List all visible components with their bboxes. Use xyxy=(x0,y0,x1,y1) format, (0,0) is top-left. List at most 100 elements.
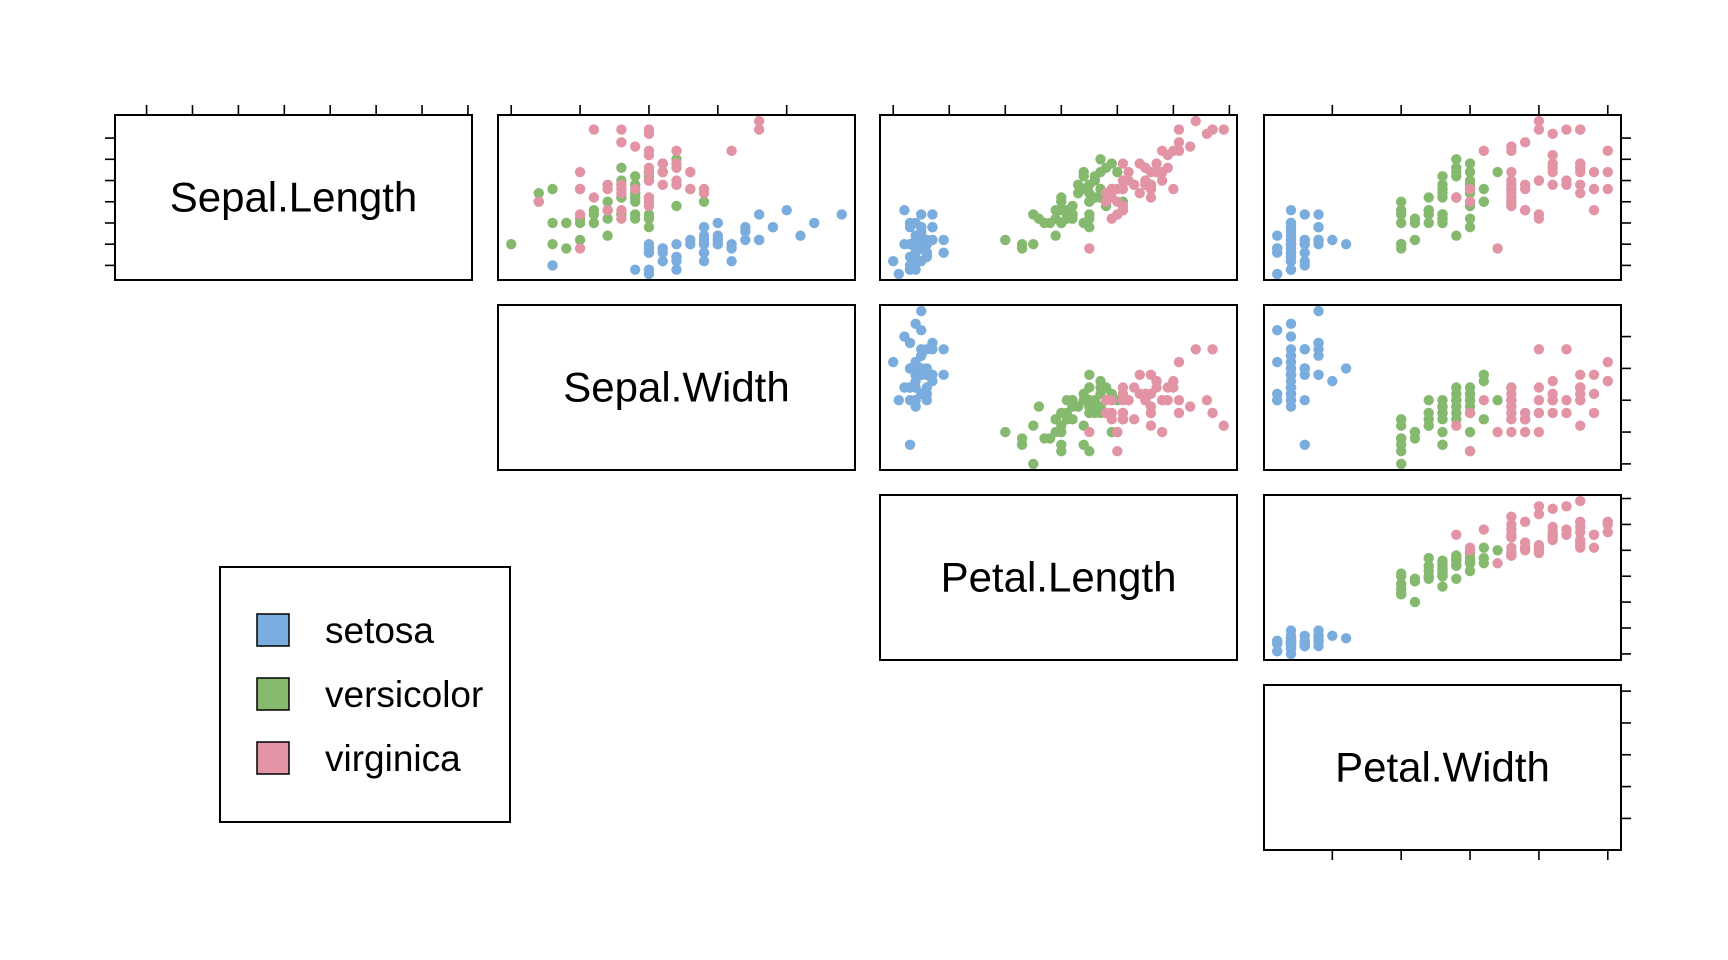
point-virginica xyxy=(1547,179,1558,190)
point-setosa xyxy=(712,230,724,241)
point-virginica xyxy=(1112,426,1123,438)
points-sepal-length-vs-sepal-width xyxy=(506,115,847,280)
point-virginica xyxy=(1184,401,1196,412)
point-setosa xyxy=(671,264,682,275)
point-versicolor xyxy=(602,213,613,224)
point-virginica xyxy=(616,124,627,135)
legend-label-virginica: virginica xyxy=(325,738,461,779)
point-virginica xyxy=(1547,375,1558,387)
point-versicolor xyxy=(1072,401,1084,412)
point-virginica xyxy=(657,158,668,169)
point-virginica xyxy=(1588,166,1600,178)
point-setosa xyxy=(726,255,737,267)
point-virginica xyxy=(629,183,641,195)
point-setosa xyxy=(904,363,916,374)
point-setosa xyxy=(904,337,916,349)
point-virginica xyxy=(1575,395,1586,406)
point-versicolor xyxy=(602,196,613,207)
point-setosa xyxy=(809,217,820,229)
point-setosa xyxy=(1313,234,1324,246)
legend-swatch-setosa xyxy=(256,613,290,647)
point-versicolor xyxy=(1409,234,1421,246)
point-versicolor xyxy=(1409,217,1421,229)
point-setosa xyxy=(836,209,847,220)
point-virginica xyxy=(1162,162,1173,173)
point-virginica xyxy=(1207,124,1218,135)
point-virginica xyxy=(1451,420,1462,431)
point-virginica xyxy=(1207,407,1218,419)
point-setosa xyxy=(888,255,899,267)
point-versicolor xyxy=(1395,568,1407,579)
diagonal-label-sepal-width: Sepal.Width xyxy=(563,364,789,411)
point-virginica xyxy=(1602,183,1613,195)
point-virginica xyxy=(1145,388,1157,400)
point-virginica xyxy=(1492,558,1503,569)
point-versicolor xyxy=(1464,175,1476,186)
point-versicolor xyxy=(643,222,655,233)
point-virginica xyxy=(1533,539,1545,551)
point-virginica xyxy=(1145,407,1157,419)
point-virginica xyxy=(574,209,586,220)
point-setosa xyxy=(1272,395,1283,406)
point-versicolor xyxy=(1492,395,1503,406)
point-versicolor xyxy=(643,209,655,220)
point-setosa xyxy=(910,238,921,250)
point-setosa xyxy=(1313,635,1324,647)
point-virginica xyxy=(1151,166,1162,178)
point-virginica xyxy=(1207,344,1218,355)
point-versicolor xyxy=(1409,426,1421,438)
point-versicolor xyxy=(1464,166,1476,178)
point-setosa xyxy=(1285,350,1297,361)
point-setosa xyxy=(753,234,765,246)
point-setosa xyxy=(893,395,905,406)
point-versicolor xyxy=(1478,369,1490,380)
point-virginica xyxy=(1173,137,1185,148)
point-virginica xyxy=(1561,407,1572,419)
point-virginica xyxy=(1218,124,1229,135)
point-versicolor xyxy=(1395,578,1407,590)
point-virginica xyxy=(1156,175,1168,186)
point-versicolor xyxy=(1016,439,1028,450)
point-setosa xyxy=(753,209,765,220)
point-virginica xyxy=(1478,145,1490,157)
point-virginica xyxy=(1156,395,1168,406)
point-virginica xyxy=(1588,529,1600,540)
point-virginica xyxy=(588,124,600,135)
point-virginica xyxy=(1506,179,1517,190)
point-versicolor xyxy=(1451,395,1462,406)
point-virginica xyxy=(602,205,613,216)
point-setosa xyxy=(1340,238,1352,250)
point-virginica xyxy=(1190,344,1201,355)
point-virginica xyxy=(1519,205,1531,216)
point-setosa xyxy=(904,264,916,275)
point-versicolor xyxy=(1084,369,1095,380)
point-virginica xyxy=(1464,196,1476,207)
point-setosa xyxy=(1299,638,1310,649)
point-setosa xyxy=(893,268,905,280)
point-setosa xyxy=(781,205,792,216)
point-virginica xyxy=(1201,395,1213,406)
point-versicolor xyxy=(1423,565,1434,577)
point-virginica xyxy=(1506,532,1517,543)
point-setosa xyxy=(795,230,806,241)
point-versicolor xyxy=(1423,395,1434,406)
point-virginica xyxy=(1519,137,1531,148)
point-setosa xyxy=(1313,369,1324,380)
point-virginica xyxy=(1533,344,1545,355)
point-virginica xyxy=(1100,407,1112,419)
point-virginica xyxy=(1117,158,1129,169)
point-virginica xyxy=(1451,529,1462,540)
point-versicolor xyxy=(1395,238,1407,250)
point-virginica xyxy=(1575,495,1586,507)
point-setosa xyxy=(1299,439,1310,450)
point-setosa xyxy=(921,234,933,246)
point-setosa xyxy=(1285,255,1297,267)
point-setosa xyxy=(671,255,682,267)
point-virginica xyxy=(1218,420,1229,431)
point-virginica xyxy=(657,179,668,190)
legend-swatch-virginica xyxy=(256,741,290,775)
point-virginica xyxy=(1602,526,1613,538)
point-setosa xyxy=(547,260,558,271)
point-versicolor xyxy=(1437,171,1448,182)
point-virginica xyxy=(616,183,627,195)
